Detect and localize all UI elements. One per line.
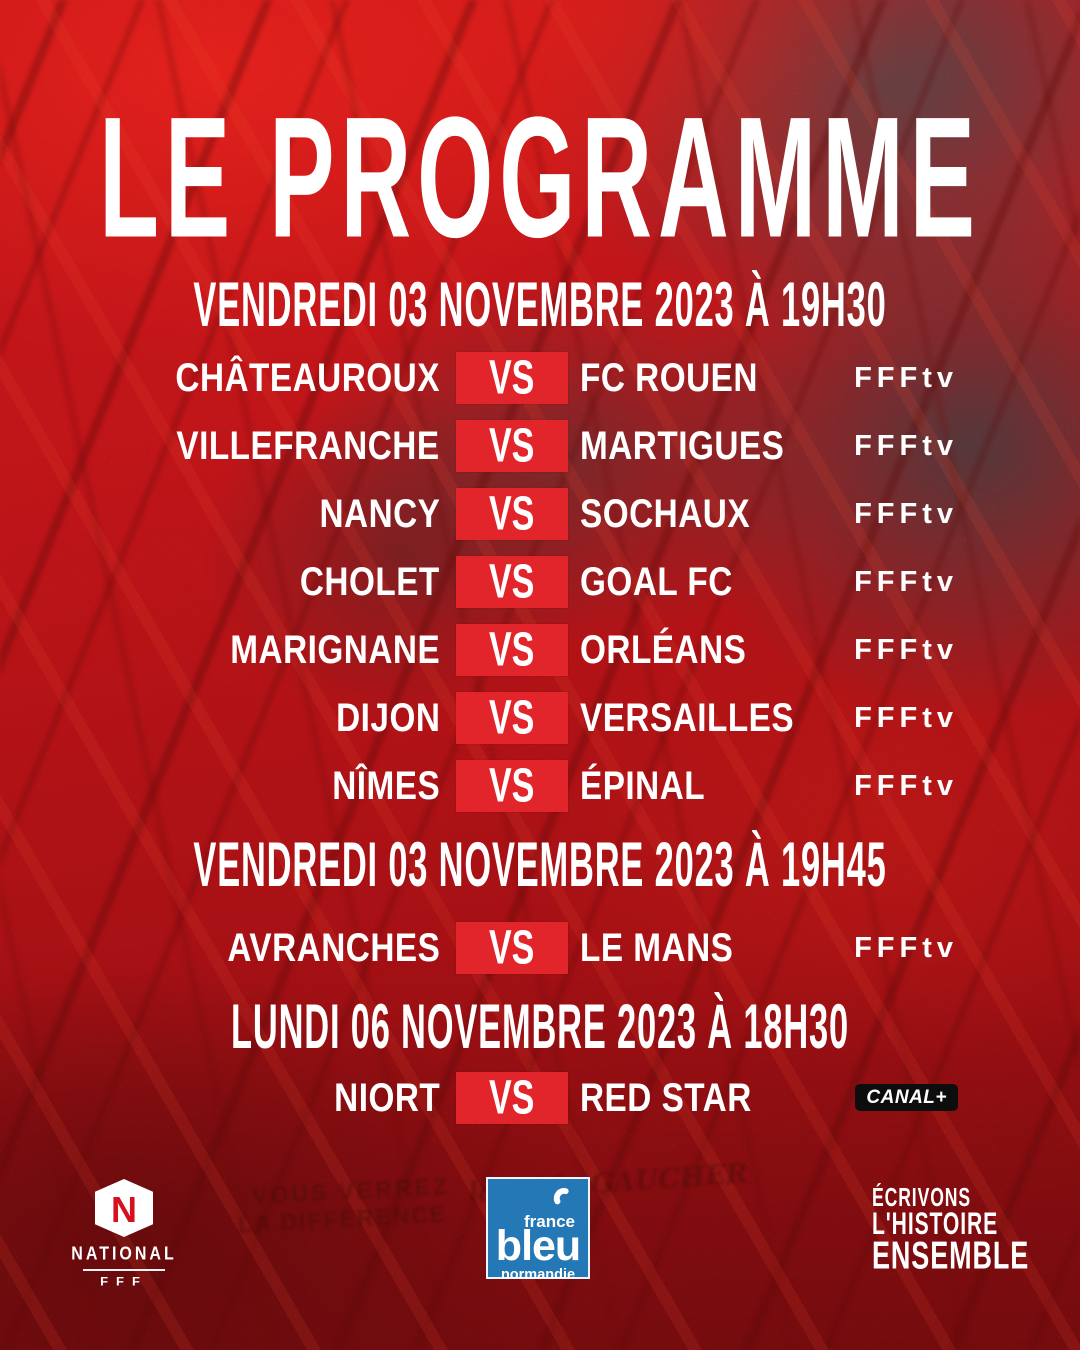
national-n-letter: N [111,1189,137,1230]
vs-label: VS [489,418,535,472]
home-team: MARIGNANE [230,626,440,672]
vs-badge: VS [456,622,568,676]
vs-label: VS [489,920,535,974]
home-team: CHÂTEAUROUX [175,354,440,400]
home-team: DIJON [335,694,440,740]
france-bleu-line-bleu: bleu [495,1222,581,1270]
home-team: AVRANCHES [227,924,440,970]
match-row: NANCY VS SOCHAUX FFFtv [0,486,1080,540]
section-date-heading: VENDREDI 03 NOVEMBRE 2023 À 19H45 [193,829,887,900]
match-row: AVRANCHES VS LE MANS FFFtv [0,920,1080,974]
match-row: CHOLET VS GOAL FC FFFtv [0,554,1080,608]
broadcaster-ffftv-logo: FFFtv [854,497,958,530]
vs-badge: VS [456,350,568,404]
vs-label: VS [489,486,535,540]
vs-label: VS [489,554,535,608]
national-fff-hexagon-logo: N [95,1179,153,1237]
away-team: VERSAILLES [580,694,795,740]
home-team: NIORT [333,1074,440,1120]
broadcaster-ffftv-logo: FFFtv [854,633,958,666]
broadcaster-canal-plus-logo: CANAL+ [855,1084,958,1111]
broadcaster-ffftv-logo: FFFtv [854,361,958,394]
section-date-heading: VENDREDI 03 NOVEMBRE 2023 À 19H30 [193,269,887,340]
slogan-line-3: ENSEMBLE [872,1234,1030,1278]
vs-label: VS [489,690,535,744]
vs-badge: VS [456,758,568,812]
home-team: NANCY [319,490,440,536]
away-team: LE MANS [580,924,734,970]
away-team: RED STAR [580,1074,752,1120]
match-row: CHÂTEAUROUX VS FC ROUEN FFFtv [0,350,1080,404]
vs-label: VS [489,622,535,676]
national-logo-label: NATIONAL [71,1244,177,1265]
match-row: NÎMES VS ÉPINAL FFFtv [0,758,1080,812]
france-bleu-line-normandie: normandie [500,1266,576,1283]
vs-badge: VS [456,690,568,744]
vs-badge: VS [456,1070,568,1124]
vs-badge: VS [456,418,568,472]
broadcaster-ffftv-logo: FFFtv [854,429,958,462]
away-team: MARTIGUES [580,422,785,468]
broadcaster-ffftv-logo: FFFtv [854,565,958,598]
france-bleu-normandie-logo: france bleu normandie [486,1177,590,1282]
away-team: ÉPINAL [580,762,706,808]
away-team: FC ROUEN [580,354,758,400]
france-bleu-wave-icon [553,1187,569,1205]
national-logo-divider [83,1269,165,1271]
match-row: MARIGNANE VS ORLÉANS FFFtv [0,622,1080,676]
vs-badge: VS [456,920,568,974]
vs-label: VS [489,758,535,812]
match-row: NIORT VS RED STAR CANAL+ [0,1070,1080,1124]
broadcaster-ffftv-logo: FFFtv [854,701,958,734]
poster-title: LE PROGRAMME [99,81,981,275]
vs-badge: VS [456,554,568,608]
match-row: DIJON VS VERSAILLES FFFtv [0,690,1080,744]
away-team: SOCHAUX [580,490,751,536]
vs-badge: VS [456,486,568,540]
match-row: VILLEFRANCHE VS MARTIGUES FFFtv [0,418,1080,472]
home-team: CHOLET [300,558,440,604]
away-team: GOAL FC [580,558,733,604]
home-team: VILLEFRANCHE [176,422,440,468]
away-team: ORLÉANS [580,626,747,672]
broadcaster-ffftv-logo: FFFtv [854,931,958,964]
national-logo-fff-label: FFF [100,1274,148,1289]
vs-label: VS [489,1070,535,1124]
section-date-heading: LUNDI 06 NOVEMBRE 2023 À 18H30 [231,991,849,1062]
home-team: NÎMES [332,762,440,808]
vs-label: VS [489,350,535,404]
broadcaster-ffftv-logo: FFFtv [854,769,958,802]
